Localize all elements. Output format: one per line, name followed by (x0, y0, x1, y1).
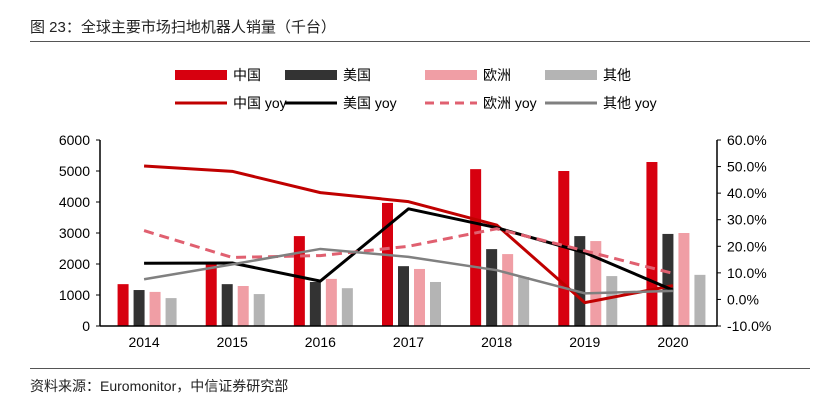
bar-其他-2017 (430, 281, 441, 326)
legend-swatch-中国 (175, 70, 227, 80)
legend-label: 美国 yoy (343, 95, 397, 111)
source-note: 资料来源：Euromonitor，中信证券研究部 (30, 378, 289, 394)
right-tick-label: -10.0% (727, 318, 771, 334)
bar-其他-2014 (165, 298, 177, 326)
line-其他 yoy (143, 247, 673, 295)
x-tick-label: 2020 (657, 334, 688, 350)
top-rule (30, 41, 810, 42)
bottom-rule (30, 368, 810, 369)
legend-swatch-美国 (285, 70, 337, 80)
bar-中国-2017 (382, 202, 393, 326)
bar-其他-2018 (518, 277, 530, 326)
bar-欧洲-2016 (325, 278, 337, 326)
bar-中国-2016 (293, 236, 305, 326)
left-tick-label: 1000 (59, 287, 90, 303)
x-tick-label: 2016 (305, 334, 336, 350)
legend-label: 其他 yoy (603, 95, 657, 111)
bar-欧洲-2014 (149, 291, 161, 326)
left-tick-label: 3000 (59, 225, 90, 241)
right-tick-label: 30.0% (727, 212, 767, 228)
right-tick-label: 20.0% (727, 238, 767, 254)
legend-label: 中国 yoy (233, 95, 287, 111)
legend-label: 欧洲 (483, 67, 511, 83)
bar-其他-2020 (694, 274, 706, 326)
bar-欧洲-2019 (590, 241, 602, 326)
bar-中国-2018 (470, 169, 482, 326)
line-欧洲 yoy (143, 227, 674, 275)
bar-其他-2015 (253, 294, 265, 326)
x-tick-label: 2015 (217, 334, 248, 350)
legend-swatch-其他 (545, 70, 597, 80)
bar-美国-2019 (574, 236, 586, 326)
left-tick-label: 2000 (59, 256, 90, 272)
bar-欧洲-2015 (237, 286, 249, 326)
figure-title: 图 23：全球主要市场扫地机器人销量（千台） (30, 19, 336, 36)
bar-其他-2019 (606, 276, 618, 326)
legend-label: 其他 (603, 67, 631, 83)
x-tick-label: 2018 (481, 334, 512, 350)
legend-swatch-欧洲 (425, 70, 477, 80)
bar-美国-2014 (133, 290, 145, 326)
bar-美国-2015 (221, 284, 233, 326)
legend-label: 中国 (233, 67, 261, 83)
x-tick-label: 2014 (128, 334, 159, 350)
left-tick-label: 0 (82, 318, 90, 334)
bar-中国-2014 (117, 284, 129, 326)
line-中国 yoy (143, 164, 674, 305)
line-美国 yoy (144, 207, 674, 292)
bar-中国-2020 (646, 162, 658, 326)
bar-中国-2015 (205, 263, 217, 326)
bar-美国-2017 (398, 266, 409, 326)
left-tick-label: 5000 (59, 163, 90, 179)
x-tick-label: 2017 (393, 334, 424, 350)
bar-美国-2020 (662, 233, 674, 326)
bar-其他-2016 (341, 288, 353, 326)
bar-欧洲-2017 (414, 268, 425, 326)
left-tick-label: 6000 (59, 132, 90, 148)
right-tick-label: 60.0% (727, 132, 767, 148)
right-tick-label: 10.0% (727, 265, 767, 281)
bar-欧洲-2020 (678, 233, 690, 326)
bar-美国-2018 (486, 249, 498, 326)
right-tick-label: 50.0% (727, 159, 767, 175)
right-tick-label: 40.0% (727, 185, 767, 201)
bar-欧洲-2018 (502, 254, 514, 326)
x-tick-label: 2019 (569, 334, 600, 350)
left-tick-label: 4000 (59, 194, 90, 210)
right-tick-label: 0.0% (727, 291, 759, 307)
bar-美国-2016 (309, 281, 321, 326)
legend-label: 欧洲 yoy (483, 95, 537, 111)
bar-中国-2019 (558, 171, 570, 326)
legend-label: 美国 (343, 67, 371, 83)
